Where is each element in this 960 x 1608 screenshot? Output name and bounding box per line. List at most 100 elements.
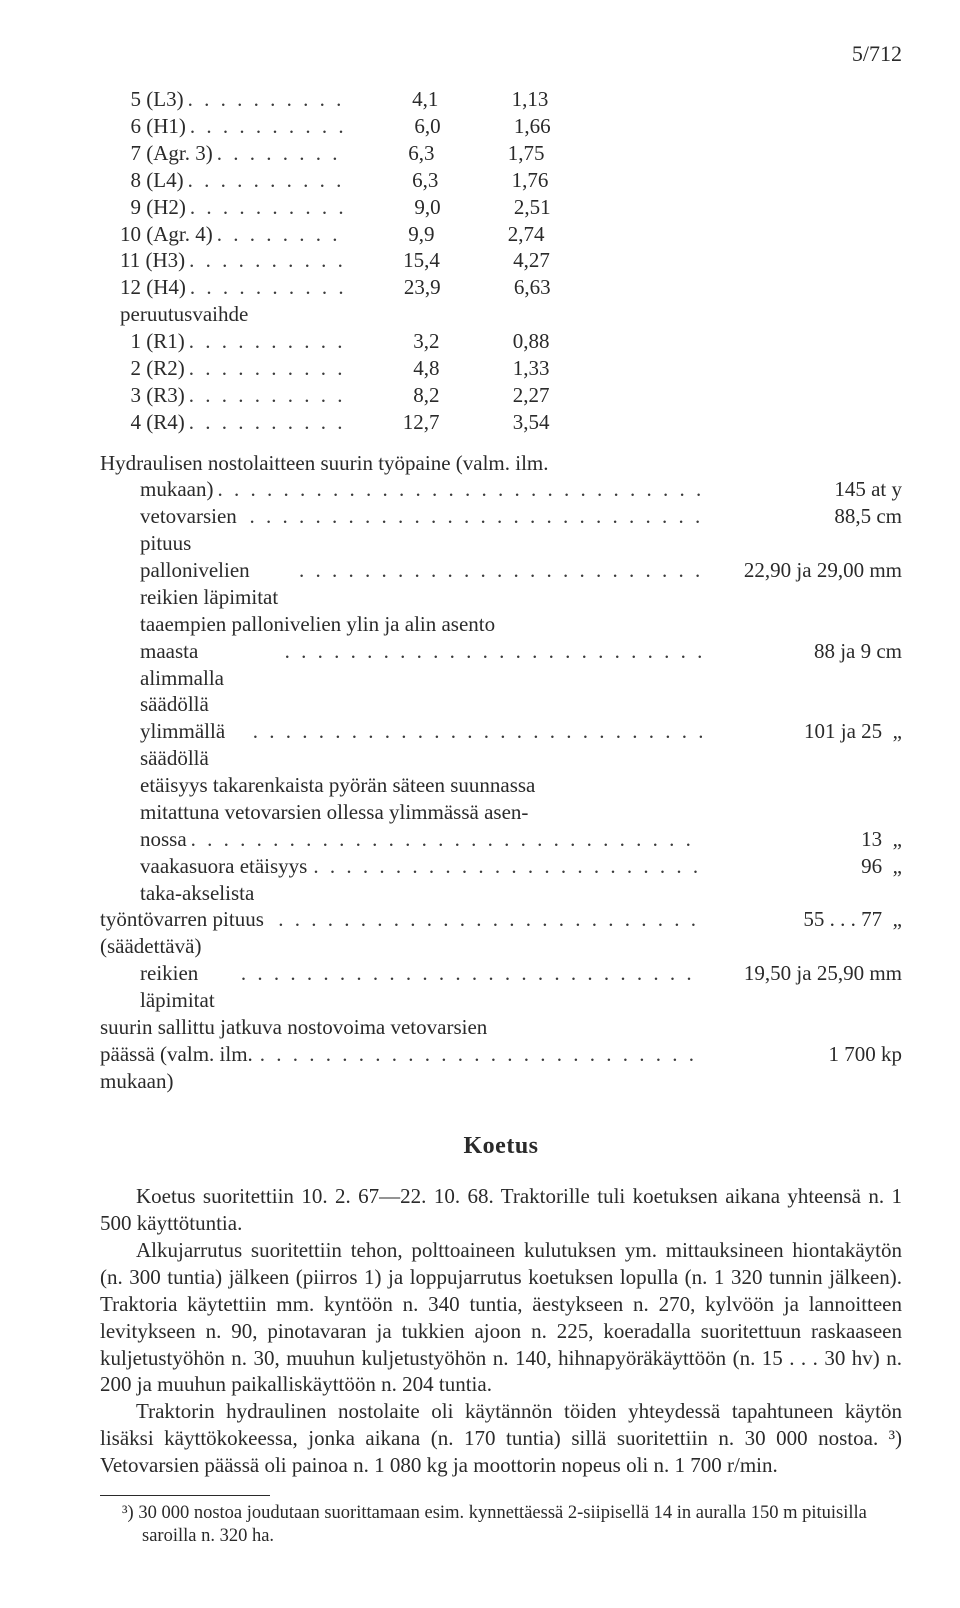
leader-dots: . . . . . . . . . . . . . . . . . . . . … bbox=[246, 503, 702, 530]
param-row: pallonivelien reikien läpimitat. . . . .… bbox=[100, 557, 902, 611]
param-value: 96 „ bbox=[702, 853, 902, 880]
page-number: 5/712 bbox=[100, 40, 902, 68]
param-value: 13 „ bbox=[702, 826, 902, 853]
col-a: 23,9 bbox=[351, 274, 481, 301]
param-row: taaempien pallonivelien ylin ja alin ase… bbox=[100, 611, 902, 638]
param-value: 1 700 kp bbox=[702, 1041, 902, 1068]
param-row: ylimmällä säädöllä. . . . . . . . . . . … bbox=[100, 718, 902, 772]
row-label: 1 (R1) bbox=[120, 328, 185, 355]
param-label: vaakasuora etäisyys taka-akselista bbox=[140, 853, 309, 907]
row-label: 5 (L3) bbox=[120, 86, 184, 113]
leader-dots: . . . . . . . . . . . . . . . . . . . . … bbox=[237, 960, 702, 987]
param-row: päässä (valm. ilm. mukaan). . . . . . . … bbox=[100, 1041, 902, 1095]
param-label: reikien läpimitat bbox=[140, 960, 237, 1014]
col-b: 1,66 bbox=[481, 113, 551, 140]
leader-dots: . . . . . . . . . . bbox=[186, 194, 351, 221]
param-value: 19,50 ja 25,90 mm bbox=[702, 960, 902, 987]
leader-dots: . . . . . . . . . . bbox=[185, 382, 350, 409]
footnote-rule bbox=[100, 1495, 270, 1496]
leader-dots: . . . . . . . . . . bbox=[185, 355, 350, 382]
param-row: etäisyys takarenkaista pyörän säteen suu… bbox=[100, 772, 902, 799]
table-row: 12 (H4). . . . . . . . . .23,96,63 bbox=[120, 274, 902, 301]
param-row: mitattuna vetovarsien ollessa ylimmässä … bbox=[100, 799, 902, 826]
leader-dots: . . . . . . . . . . bbox=[185, 409, 350, 436]
col-b: 2,27 bbox=[480, 382, 550, 409]
param-row: työntövarren pituus (säädettävä). . . . … bbox=[100, 906, 902, 960]
row-label: 10 (Agr. 4) bbox=[120, 221, 213, 248]
table-row: 2 (R2). . . . . . . . . .4,81,33 bbox=[120, 355, 902, 382]
row-label: 7 (Agr. 3) bbox=[120, 140, 213, 167]
body-paragraph: Alkujarrutus suoritettiin tehon, polttoa… bbox=[100, 1237, 902, 1398]
params-head: Hydraulisen nostolaitteen suurin työpain… bbox=[100, 450, 902, 477]
param-row: suurin sallittu jatkuva nostovoima vetov… bbox=[100, 1014, 902, 1041]
table-row: 9 (H2). . . . . . . . . .9,02,51 bbox=[120, 194, 902, 221]
col-a: 6,0 bbox=[351, 113, 481, 140]
param-row: vaakasuora etäisyys taka-akselista. . . … bbox=[100, 853, 902, 907]
col-a: 4,1 bbox=[348, 86, 478, 113]
param-label: päässä (valm. ilm. mukaan) bbox=[100, 1041, 256, 1095]
table-row: 1 (R1). . . . . . . . . .3,20,88 bbox=[120, 328, 902, 355]
leader-dots: . . . . . . . . bbox=[213, 221, 345, 248]
col-a: 6,3 bbox=[348, 167, 478, 194]
param-value: 55 . . . 77 „ bbox=[702, 906, 902, 933]
table-row: 5 (L3). . . . . . . . . .4,11,13 bbox=[120, 86, 902, 113]
leader-dots: . . . . . . . . . . . . . . . . . . . . … bbox=[249, 718, 702, 745]
col-b: 2,51 bbox=[481, 194, 551, 221]
col-b: 6,63 bbox=[481, 274, 551, 301]
col-b: 3,54 bbox=[480, 409, 550, 436]
param-value: 22,90 ja 29,00 mm bbox=[702, 557, 902, 584]
row-label: 12 (H4) bbox=[120, 274, 186, 301]
param-label: vetovarsien pituus bbox=[140, 503, 246, 557]
col-a: 6,3 bbox=[345, 140, 475, 167]
leader-dots: . . . . . . . . . . . . . . . . . . . . … bbox=[187, 826, 702, 853]
param-value: 88 ja 9 cm bbox=[702, 638, 902, 665]
table-row: 11 (H3). . . . . . . . . .15,44,27 bbox=[120, 247, 902, 274]
param-value: 88,5 cm bbox=[702, 503, 902, 530]
row-label: 4 (R4) bbox=[120, 409, 185, 436]
section-title: Koetus bbox=[100, 1131, 902, 1162]
leader-dots: . . . . . . . . . . . . . . . . . . . . … bbox=[309, 853, 702, 880]
param-row: nossa. . . . . . . . . . . . . . . . . .… bbox=[100, 826, 902, 853]
col-a: 12,7 bbox=[350, 409, 480, 436]
leader-dots: . . . . . . . . bbox=[213, 140, 345, 167]
leader-dots: . . . . . . . . . . . . . . . . . . . . … bbox=[256, 1041, 702, 1068]
col-b: 0,88 bbox=[480, 328, 550, 355]
leader-dots: . . . . . . . . . . . . . . . . . . . . … bbox=[274, 906, 702, 933]
param-value: 145 at y bbox=[702, 476, 902, 503]
table-row: 7 (Agr. 3). . . . . . . .6,31,75 bbox=[120, 140, 902, 167]
col-a: 9,0 bbox=[351, 194, 481, 221]
body-paragraph: Traktorin hydraulinen nostolaite oli käy… bbox=[100, 1398, 902, 1479]
body-text: Koetus suoritettiin 10. 2. 67—22. 10. 68… bbox=[100, 1183, 902, 1479]
col-b: 1,33 bbox=[480, 355, 550, 382]
gear-table: 5 (L3). . . . . . . . . .4,11,13 6 (H1).… bbox=[120, 86, 902, 301]
table-row: 4 (R4). . . . . . . . . .12,73,54 bbox=[120, 409, 902, 436]
row-label: 8 (L4) bbox=[120, 167, 184, 194]
row-label: 9 (H2) bbox=[120, 194, 186, 221]
reverse-header: peruutusvaihde bbox=[120, 301, 902, 328]
leader-dots: . . . . . . . . . . bbox=[186, 274, 351, 301]
table-row: 8 (L4). . . . . . . . . .6,31,76 bbox=[120, 167, 902, 194]
col-a: 9,9 bbox=[345, 221, 475, 248]
param-label: maasta alimmalla säädöllä bbox=[140, 638, 281, 719]
leader-dots: . . . . . . . . . . bbox=[185, 247, 350, 274]
table-row: 6 (H1). . . . . . . . . .6,01,66 bbox=[120, 113, 902, 140]
leader-dots: . . . . . . . . . . . . . . . . . . . . … bbox=[295, 557, 702, 584]
footnote: ³) 30 000 nostoa joudutaan suorittamaan … bbox=[100, 1502, 902, 1548]
leader-dots: . . . . . . . . . . bbox=[185, 328, 350, 355]
param-label: etäisyys takarenkaista pyörän säteen suu… bbox=[140, 772, 535, 799]
leader-dots: . . . . . . . . . . bbox=[186, 113, 351, 140]
params-block: mukaan). . . . . . . . . . . . . . . . .… bbox=[100, 476, 902, 1094]
table-row: 3 (R3). . . . . . . . . .8,22,27 bbox=[120, 382, 902, 409]
leader-dots: . . . . . . . . . . . . . . . . . . . . … bbox=[213, 476, 702, 503]
leader-dots: . . . . . . . . . . . . . . . . . . . . … bbox=[281, 638, 702, 665]
row-label: 3 (R3) bbox=[120, 382, 185, 409]
param-row: reikien läpimitat. . . . . . . . . . . .… bbox=[100, 960, 902, 1014]
param-value: 101 ja 25 „ bbox=[702, 718, 902, 745]
col-a: 3,2 bbox=[350, 328, 480, 355]
param-row: mukaan). . . . . . . . . . . . . . . . .… bbox=[100, 476, 902, 503]
param-row: maasta alimmalla säädöllä. . . . . . . .… bbox=[100, 638, 902, 719]
row-label: 11 (H3) bbox=[120, 247, 185, 274]
col-b: 1,76 bbox=[478, 167, 548, 194]
row-label: 2 (R2) bbox=[120, 355, 185, 382]
param-label: ylimmällä säädöllä bbox=[140, 718, 249, 772]
